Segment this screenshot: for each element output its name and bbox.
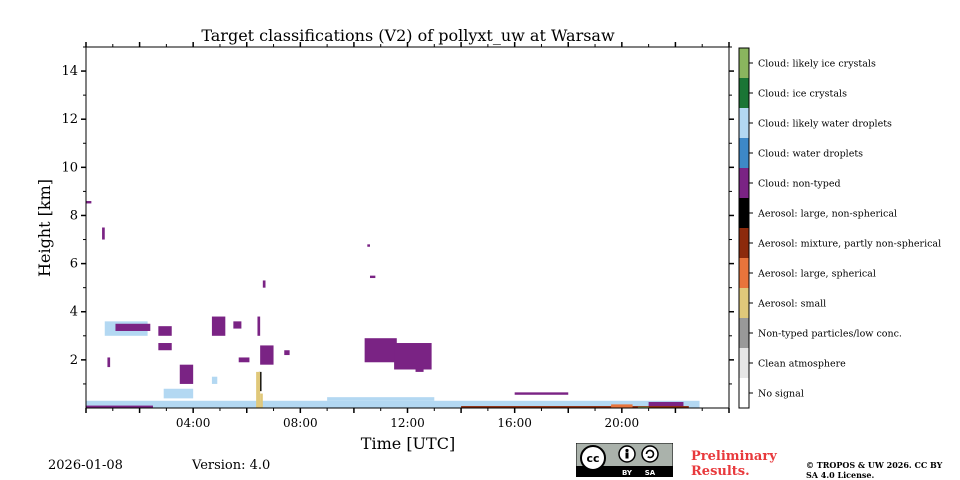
x-tick-label-4: 20:00 (605, 416, 640, 430)
classification-cell-28 (256, 371, 261, 408)
classification-cell-3 (211, 376, 218, 384)
colorbar-swatch-7 (739, 258, 749, 288)
colorbar-swatch-10 (739, 348, 749, 378)
classification-cell-31 (611, 404, 633, 408)
classification-cell-22 (369, 275, 376, 279)
colorbar-swatch-9 (739, 318, 749, 348)
colorbar-swatch-2 (739, 108, 749, 138)
colorbar-legend: Cloud: likely ice crystals Cloud: ice cry… (738, 47, 941, 409)
y-axis: 2 4 6 8 10 12 14 (61, 46, 734, 385)
colorbar-swatch-0 (739, 48, 749, 78)
legend-label-5: Aerosol: large, non-spherical (757, 209, 897, 220)
classification-cell-9 (158, 343, 172, 351)
colorbar-frame (738, 47, 750, 409)
colorbar-swatch-1 (739, 78, 749, 108)
x-tick-label-3: 16:00 (497, 416, 532, 430)
classification-cell-8 (158, 326, 172, 336)
date-label: 2026-01-08 (48, 458, 123, 473)
colorbar-swatch-5 (739, 198, 749, 228)
classification-cell-4 (327, 397, 435, 401)
classification-cell-32 (637, 406, 649, 408)
chart-title: Target classifications (V2) of pollyxt_u… (201, 26, 615, 45)
classification-cell-6 (102, 227, 105, 240)
y-tick-label-5: 12 (61, 112, 78, 127)
legend-label-8: Aerosol: small (757, 299, 826, 310)
cc-text: cc (586, 452, 599, 465)
classification-cell-12 (211, 316, 226, 336)
legend-label-7: Aerosol: large, spherical (757, 269, 876, 280)
legend-label-1: Cloud: ice crystals (758, 89, 847, 100)
classification-cell-7 (115, 323, 151, 331)
y-tick-label-6: 14 (61, 64, 78, 79)
colorbar-swatch-4 (739, 168, 749, 198)
legend-label-0: Cloud: likely ice crystals (758, 59, 876, 70)
version-label: Version: 4.0 (192, 458, 271, 473)
share-alike-icon (641, 445, 659, 463)
x-tick-label-0: 04:00 (176, 416, 211, 430)
classification-cell-15 (260, 345, 274, 365)
y-tick-label-2: 6 (70, 257, 78, 272)
classification-cell-5 (86, 201, 92, 204)
preliminary-results-note: Preliminary Results. (691, 449, 777, 479)
legend-label-2: Cloud: likely water droplets (758, 119, 892, 130)
legend-label-9: Non-typed particles/low conc. (758, 329, 902, 340)
classification-cell-17 (262, 280, 266, 288)
classification-cell-21 (415, 367, 424, 372)
classification-cell-14 (238, 357, 250, 363)
classification-cell-23 (367, 244, 370, 247)
legend-label-10: Clean atmosphere (758, 359, 846, 370)
colorbar-swatch-6 (739, 228, 749, 258)
colorbar-swatch-3 (739, 138, 749, 168)
y-tick-label-1: 4 (70, 305, 78, 320)
x-tick-label-2: 12:00 (390, 416, 425, 430)
classification-cell-13 (233, 321, 242, 329)
classification-cell-0 (86, 400, 700, 408)
colorbar-swatch-11 (739, 378, 749, 408)
classification-cell-29 (260, 393, 263, 408)
x-axis-label: Time [UTC] (361, 434, 455, 453)
copyright-note: © TROPOS & UW 2026. CC BY SA 4.0 License… (806, 460, 943, 480)
classification-cell-26 (648, 401, 684, 408)
x-tick-label-1: 08:00 (283, 416, 318, 430)
classification-cell-11 (179, 364, 194, 384)
legend-label-6: Aerosol: mixture, partly non-spherical (757, 239, 941, 250)
classification-cell-18 (284, 350, 290, 356)
classification-cell-19 (364, 338, 397, 363)
classification-cell-10 (107, 357, 111, 368)
y-tick-label-4: 10 (61, 160, 78, 175)
plot-area (86, 201, 700, 408)
classification-cell-30 (461, 406, 689, 408)
classification-cell-24 (86, 405, 153, 408)
classification-cell-16 (257, 316, 261, 336)
y-tick-label-0: 2 (70, 353, 78, 368)
colorbar-swatch-8 (739, 288, 749, 318)
classification-cell-25 (514, 392, 569, 395)
by-label: BY (622, 469, 633, 477)
classification-cell-2 (163, 388, 194, 399)
y-axis-label: Height [km] (35, 179, 54, 277)
cc-license-badge[interactable]: cc BY SA (576, 443, 673, 477)
legend-label-4: Cloud: non-typed (758, 179, 841, 190)
classification-cell-20 (394, 343, 432, 370)
legend-label-11: No signal (758, 389, 804, 400)
x-axis: 04:00 08:00 12:00 16:00 20:00 (85, 42, 730, 430)
sa-label: SA (645, 469, 656, 477)
y-tick-label-3: 8 (70, 208, 78, 223)
legend-label-3: Cloud: water droplets (758, 149, 863, 160)
cc-icon (580, 445, 606, 471)
